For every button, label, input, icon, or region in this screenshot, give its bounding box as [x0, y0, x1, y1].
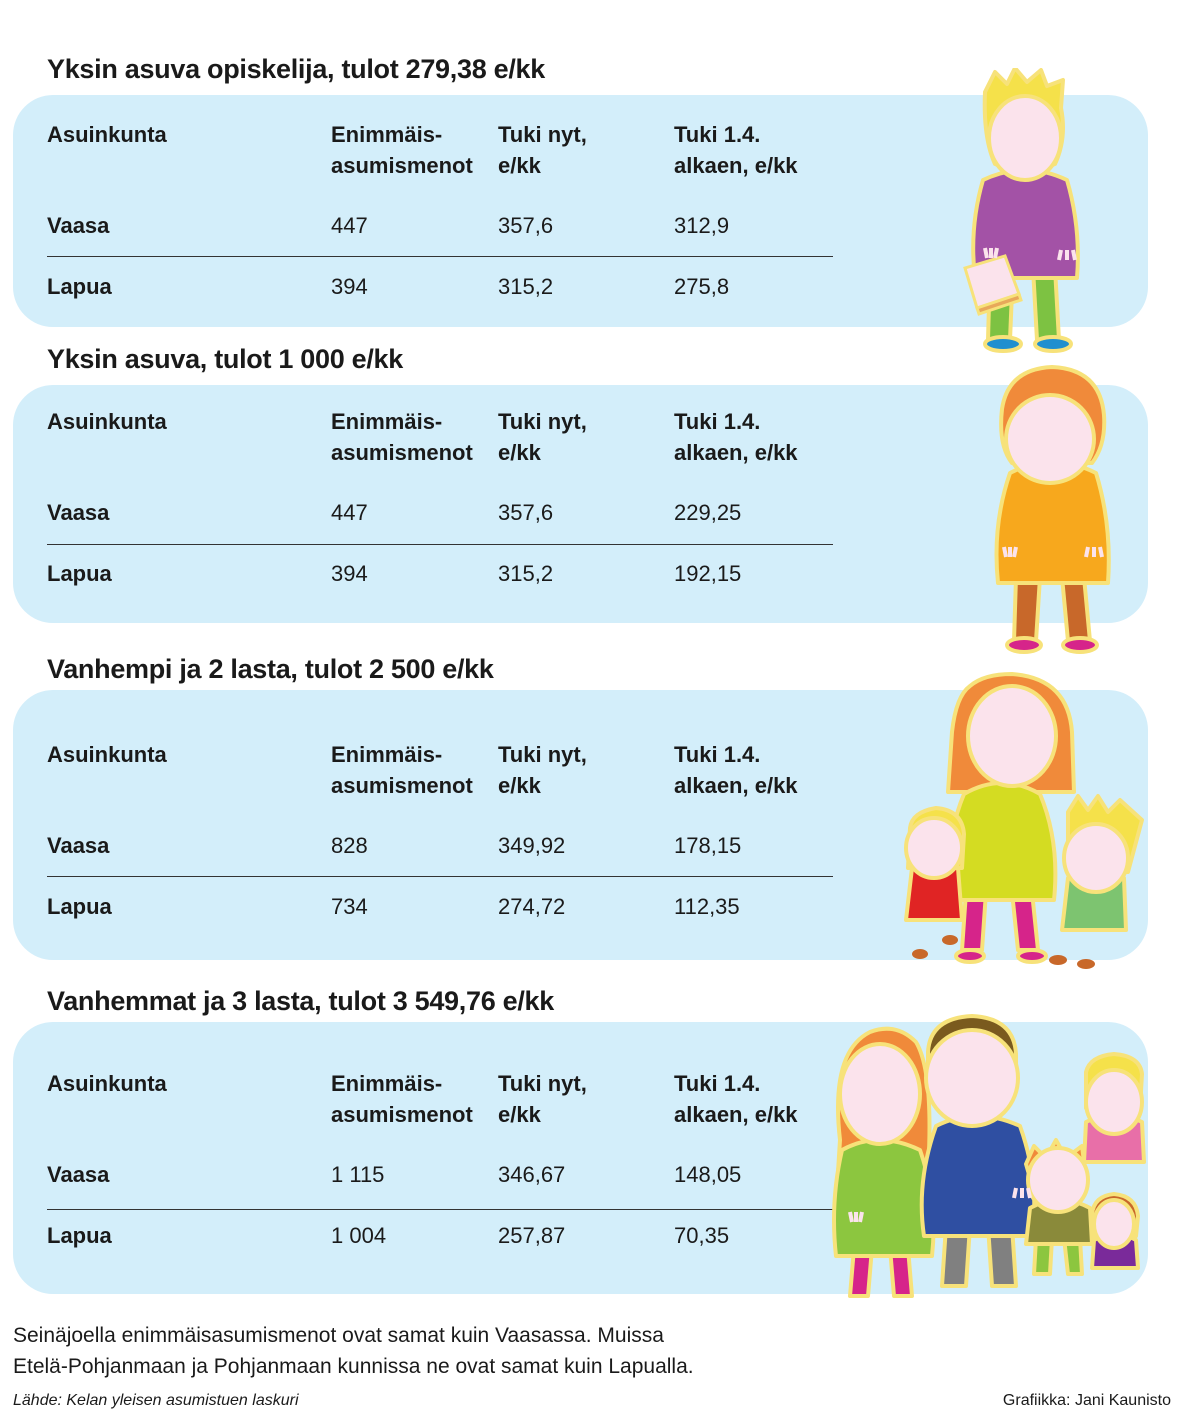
column-header-support-new: Tuki 1.4. alkaen, e/kk: [674, 739, 798, 801]
header-line: e/kk: [498, 1102, 541, 1127]
cell-support-now: 315,2: [498, 274, 554, 299]
header-line: alkaen, e/kk: [674, 153, 798, 178]
header-line: Enimmäis-: [331, 742, 443, 767]
section-title: Vanhemmat ja 3 lasta, tulot 3 549,76 e/k…: [47, 986, 554, 1016]
row-label-vaasa: Vaasa: [47, 1162, 110, 1187]
header-line: alkaen, e/kk: [674, 440, 798, 465]
row-divider: [47, 544, 833, 545]
cell-max-costs: 394: [331, 561, 368, 586]
cell-max-costs: 1 004: [331, 1223, 387, 1248]
row-divider: [47, 876, 833, 877]
family-illustration: [832, 1014, 1146, 1298]
cell-support-new: 148,05: [674, 1162, 742, 1187]
cell-max-costs: 394: [331, 274, 368, 299]
column-header-support-now: Tuki nyt, e/kk: [498, 406, 587, 468]
header-line: asumismenot: [331, 440, 473, 465]
row-label-vaasa: Vaasa: [47, 833, 110, 858]
cell-support-now: 274,72: [498, 894, 566, 919]
header-line: Tuki 1.4.: [674, 742, 761, 767]
footnote-line: Etelä-Pohjanmaan ja Pohjanmaan kunnissa …: [13, 1355, 694, 1378]
column-header-max-costs: Enimmäis- asumismenot: [331, 739, 473, 801]
row-label-lapua: Lapua: [47, 1223, 112, 1248]
column-header-municipality: Asuinkunta: [47, 122, 167, 147]
section-title: Vanhempi ja 2 lasta, tulot 2 500 e/kk: [47, 654, 494, 684]
cell-support-new: 70,35: [674, 1223, 730, 1248]
column-header-municipality: Asuinkunta: [47, 1071, 167, 1096]
parent-two-children-illustration: [904, 672, 1144, 969]
row-label-lapua: Lapua: [47, 561, 112, 586]
column-header-support-now: Tuki nyt, e/kk: [498, 1068, 587, 1130]
column-header-support-new: Tuki 1.4. alkaen, e/kk: [674, 406, 798, 468]
header-line: Tuki 1.4.: [674, 122, 761, 147]
column-header-support-new: Tuki 1.4. alkaen, e/kk: [674, 119, 798, 181]
column-header-max-costs: Enimmäis- asumismenot: [331, 1068, 473, 1130]
header-line: asumismenot: [331, 153, 473, 178]
header-line: Tuki 1.4.: [674, 409, 761, 434]
row-label-lapua: Lapua: [47, 274, 112, 299]
cell-support-now: 349,92: [498, 833, 566, 858]
cell-max-costs: 447: [331, 213, 368, 238]
section-title: Yksin asuva opiskelija, tulot 279,38 e/k…: [47, 54, 545, 84]
cell-max-costs: 734: [331, 894, 368, 919]
student-illustration: [963, 68, 1080, 353]
source-note: Lähde: Kelan yleisen asumistuen laskuri: [13, 1392, 299, 1409]
row-divider: [47, 1209, 833, 1210]
header-line: alkaen, e/kk: [674, 1102, 798, 1127]
cell-max-costs: 1 115: [331, 1162, 385, 1187]
header-line: e/kk: [498, 773, 541, 798]
header-line: Enimmäis-: [331, 122, 443, 147]
header-line: alkaen, e/kk: [674, 773, 798, 798]
cell-support-new: 229,25: [674, 500, 742, 525]
footnote: Seinäjoella enimmäisasumismenot ovat sam…: [13, 1320, 833, 1382]
cell-support-now: 357,6: [498, 500, 554, 525]
cell-support-now: 357,6: [498, 213, 554, 238]
header-line: e/kk: [498, 440, 541, 465]
column-header-max-costs: Enimmäis- asumismenot: [331, 119, 473, 181]
header-line: Tuki nyt,: [498, 742, 587, 767]
cell-support-now: 315,2: [498, 561, 554, 586]
cell-max-costs: 828: [331, 833, 368, 858]
column-header-support-now: Tuki nyt, e/kk: [498, 739, 587, 801]
cell-support-new: 112,35: [674, 894, 740, 919]
footnote-line: Seinäjoella enimmäisasumismenot ovat sam…: [13, 1324, 664, 1347]
header-line: Enimmäis-: [331, 409, 443, 434]
header-line: Tuki nyt,: [498, 122, 587, 147]
column-header-municipality: Asuinkunta: [47, 742, 167, 767]
header-line: Enimmäis-: [331, 1071, 443, 1096]
cell-max-costs: 447: [331, 500, 368, 525]
table-panel: Asuinkunta Enimmäis- asumismenot Tuki ny…: [13, 95, 1148, 327]
header-line: Tuki nyt,: [498, 1071, 587, 1096]
header-line: e/kk: [498, 153, 541, 178]
row-label-vaasa: Vaasa: [47, 213, 110, 238]
column-header-municipality: Asuinkunta: [47, 409, 167, 434]
row-label-vaasa: Vaasa: [47, 500, 110, 525]
row-divider: [47, 256, 833, 257]
row-label-lapua: Lapua: [47, 894, 112, 919]
cell-support-new: 178,15: [674, 833, 742, 858]
cell-support-now: 257,87: [498, 1223, 566, 1248]
column-header-support-new: Tuki 1.4. alkaen, e/kk: [674, 1068, 798, 1130]
cell-support-now: 346,67: [498, 1162, 566, 1187]
cell-support-new: 275,8: [674, 274, 730, 299]
adult-illustration: [994, 365, 1111, 654]
graphics-credit: Grafiikka: Jani Kaunisto: [1002, 1392, 1171, 1409]
table-panel: Asuinkunta Enimmäis- asumismenot Tuki ny…: [13, 385, 1148, 623]
header-line: asumismenot: [331, 1102, 473, 1127]
header-line: asumismenot: [331, 773, 473, 798]
cell-support-new: 192,15: [674, 561, 742, 586]
header-line: Tuki nyt,: [498, 409, 587, 434]
cell-support-new: 312,9: [674, 213, 730, 238]
section-title: Yksin asuva, tulot 1 000 e/kk: [47, 344, 403, 374]
header-line: Tuki 1.4.: [674, 1071, 761, 1096]
column-header-max-costs: Enimmäis- asumismenot: [331, 406, 473, 468]
column-header-support-now: Tuki nyt, e/kk: [498, 119, 587, 181]
